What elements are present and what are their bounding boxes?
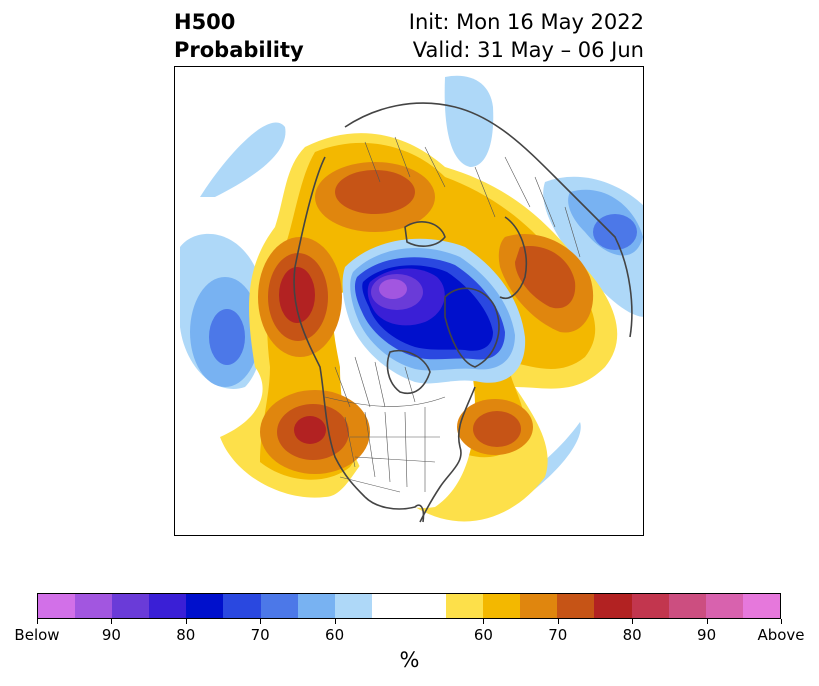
colorbar-tick	[260, 619, 261, 624]
init-date: Init: Mon 16 May 2022	[408, 10, 644, 34]
coastline-arctic-islands	[404, 221, 446, 247]
colorbar-segment	[557, 594, 595, 618]
colorbar-tick	[707, 619, 708, 624]
colorbar-segment	[38, 594, 76, 618]
colorbar-tick	[186, 619, 187, 624]
border-states-grid	[344, 407, 440, 492]
valid-period: Valid: 31 May – 06 Jun	[412, 38, 644, 62]
probability-fields	[180, 75, 643, 522]
colorbar-tick	[632, 619, 633, 624]
chart-title-left: H500 Probability	[174, 8, 304, 64]
coastline-eurasia	[344, 102, 633, 338]
colorbar-tick	[483, 619, 484, 624]
above-core-eurasia-75	[515, 246, 576, 309]
below-contour-pacific-core	[209, 309, 245, 365]
colorbar-segment	[446, 594, 484, 618]
coastlines	[293, 102, 633, 523]
political-borders	[324, 136, 581, 493]
colorbar-ticks	[0, 619, 819, 625]
colorbar-segment	[705, 594, 743, 618]
colorbar-segment	[334, 594, 372, 618]
title-variable: H500	[174, 10, 236, 34]
above-core-western-us-80	[294, 416, 326, 444]
colorbar-segment	[408, 594, 447, 618]
colorbar-tick-label: Above	[757, 626, 805, 644]
above-core-siberia-75	[335, 170, 415, 214]
colorbar-tick-label: 70	[548, 626, 568, 644]
colorbar-tick	[37, 619, 38, 624]
coastline-hudson-bay	[386, 350, 431, 394]
colorbar-segment	[668, 594, 706, 618]
coastline-greenland	[444, 287, 500, 368]
colorbar-tick-label: 70	[250, 626, 270, 644]
colorbar-tick-label: 60	[473, 626, 493, 644]
colorbar-segment	[483, 594, 521, 618]
above-core-atlantic-75	[473, 411, 521, 447]
colorbar-segment	[223, 594, 261, 618]
colorbar-segment	[297, 594, 335, 618]
colorbar-segment	[149, 594, 187, 618]
colorbar-segment	[112, 594, 150, 618]
colorbar-tick-label: 80	[622, 626, 642, 644]
below-arctic-90	[379, 279, 407, 299]
colorbar-tick-label: 60	[325, 626, 345, 644]
colorbar-tick	[111, 619, 112, 624]
above-core-alaska-80	[279, 267, 315, 323]
title-quantity: Probability	[174, 38, 304, 62]
coastline-north-america-east	[419, 386, 476, 523]
coastline-gulf	[364, 496, 425, 523]
colorbar-unit-label: %	[399, 648, 420, 672]
colorbar-segment	[594, 594, 632, 618]
below-contour-bering	[200, 122, 286, 197]
colorbar-segment	[371, 594, 409, 618]
colorbar	[37, 593, 781, 619]
border-eurasia	[364, 136, 581, 258]
colorbar-segment	[186, 594, 224, 618]
colorbar-segment	[520, 594, 558, 618]
colorbar-segment	[742, 594, 780, 618]
colorbar-tick-label: 80	[176, 626, 196, 644]
chart-title-right: Init: Mon 16 May 2022 Valid: 31 May – 06…	[409, 8, 644, 64]
border-provinces	[334, 356, 416, 408]
border-us-mexico	[339, 476, 401, 493]
colorbar-tick-label: Below	[14, 626, 60, 644]
below-contour-greenland	[444, 75, 494, 167]
probability-map	[180, 75, 643, 523]
coastline-north-america-west	[293, 156, 366, 498]
colorbar-tick	[558, 619, 559, 624]
colorbar-segment	[631, 594, 669, 618]
colorbar-segment	[75, 594, 113, 618]
colorbar-tick-label: 90	[101, 626, 121, 644]
colorbar-segment	[260, 594, 298, 618]
colorbar-tick-label: 90	[697, 626, 717, 644]
coastline-scandinavia	[499, 216, 528, 299]
below-contour-europe-core	[593, 214, 637, 250]
colorbar-tick	[335, 619, 336, 624]
colorbar-tick	[781, 619, 782, 624]
colorbar-tick-labels: Below 90 80 70 60 60 70 80 90 Above	[0, 626, 819, 646]
map-panel	[174, 66, 644, 536]
